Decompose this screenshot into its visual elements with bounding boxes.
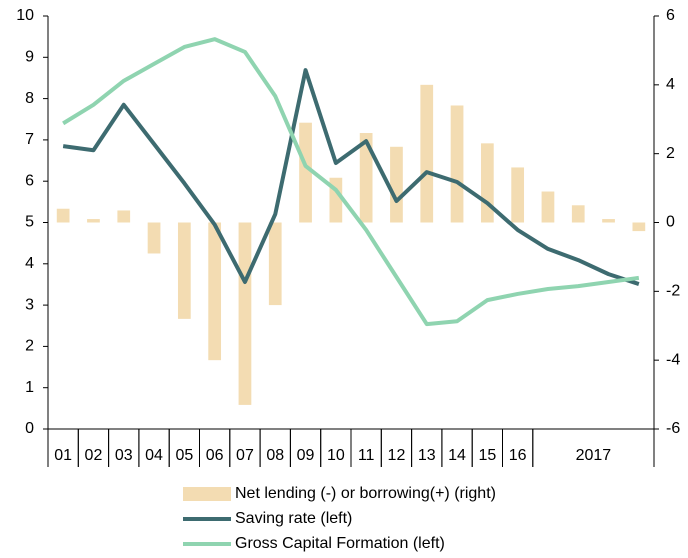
x-tick-label: 08 [266,447,284,464]
line-series [62,68,640,286]
bar [602,219,615,223]
bar [480,143,494,223]
bar [87,219,100,223]
y2-tick-label: 6 [666,7,675,24]
y2-tick-label: 4 [666,76,675,93]
y-tick-label: 9 [25,49,34,66]
bar [511,167,525,223]
y-tick-label: 7 [25,131,34,148]
legend-label: Net lending (-) or borrowing(+) (right) [235,485,496,502]
y2-tick-label: -2 [666,283,680,300]
y2-tick-label: -6 [666,420,680,437]
bar [117,210,131,223]
y-tick-label: 10 [16,7,34,24]
x-tick-label: 11 [358,447,375,464]
bar [177,222,191,319]
x-tick-label: 02 [85,447,103,464]
y-tick-label: 8 [25,90,34,107]
x-tick-label: 10 [327,447,345,464]
y-tick-label: 6 [25,172,34,189]
y2-tick-label: -4 [666,351,680,368]
line-series [62,37,640,327]
bar [56,208,70,223]
x-tick-label: 15 [478,447,496,464]
legend-label: Saving rate (left) [235,510,352,527]
y-tick-label: 2 [25,338,34,355]
x-tick-label: 16 [509,447,527,464]
bar [147,222,161,254]
bar [420,84,434,223]
bar [571,205,585,223]
y-tick-label: 1 [25,379,34,396]
x-tick-label: 06 [206,447,224,464]
y-tick-label: 5 [25,214,34,231]
y-tick-label: 0 [25,420,34,437]
legend-swatch [183,487,231,501]
bar [299,122,312,223]
y2-tick-label: 0 [666,214,675,231]
x-tick-label: 14 [448,447,466,464]
bar [541,191,555,223]
x-tick-label: 13 [418,447,436,464]
bar [208,222,222,361]
x-tick-label: 12 [388,447,406,464]
y-tick-label: 3 [25,296,34,313]
bar [450,105,464,223]
x-tick-label: 01 [54,447,72,464]
x-tick-label: 04 [145,447,163,464]
bar [390,146,403,223]
y2-tick-label: 2 [666,145,675,162]
x-tick-label: 2017 [576,447,612,464]
x-tick-label: 09 [297,447,315,464]
bar [238,222,252,405]
y-tick-label: 4 [25,255,34,272]
bar [359,133,373,223]
bar [632,222,646,232]
x-tick-label: 07 [236,447,254,464]
legend-label: Gross Capital Formation (left) [235,535,445,552]
x-tick-label: 03 [115,447,133,464]
bar [268,222,282,306]
x-tick-label: 05 [175,447,193,464]
